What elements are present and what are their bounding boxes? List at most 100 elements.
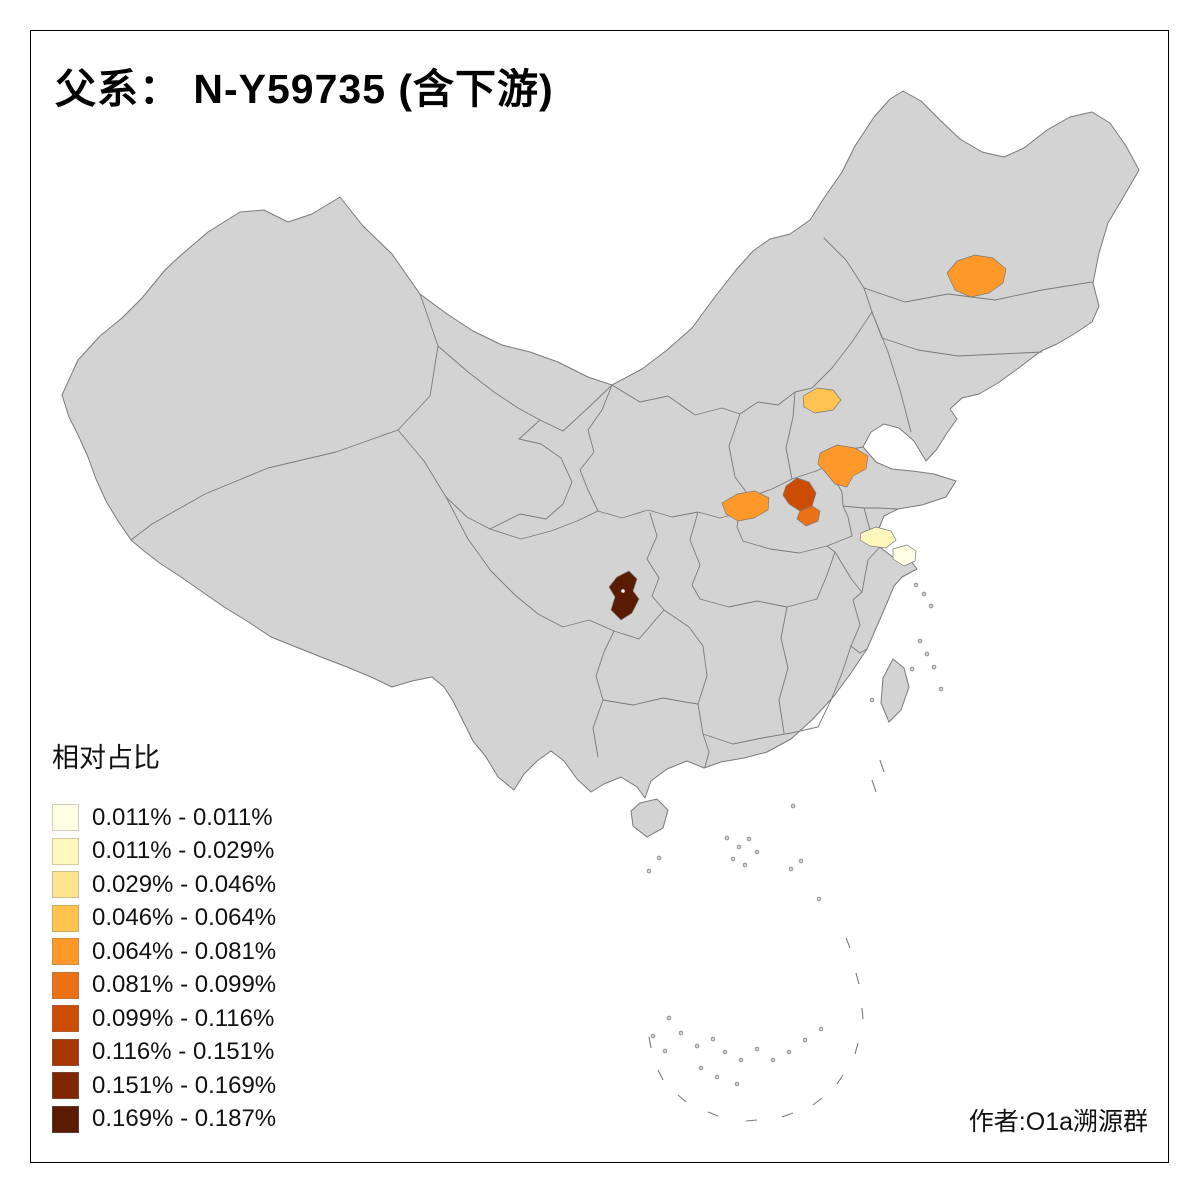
islet-dot: [646, 868, 652, 874]
islet-dot: [678, 1030, 684, 1036]
legend-swatch: [52, 1005, 79, 1033]
south-china-sea-islets: [646, 582, 944, 1122]
province-border-line: [130, 429, 399, 541]
province-border-line: [579, 384, 613, 512]
islet-dot: [818, 1026, 824, 1032]
sea-boundary-dash: [648, 1036, 652, 1049]
islet-dot: [798, 858, 804, 864]
region-shandong: [817, 444, 869, 488]
islet-dot: [802, 1037, 808, 1043]
china-mainland-outline: [61, 90, 1140, 799]
hainan-island: [630, 798, 669, 838]
province-border-line: [597, 509, 740, 519]
sea-boundary-dash: [854, 1042, 859, 1055]
province-border-line: [817, 645, 852, 728]
islet-dot: [738, 1057, 744, 1063]
legend-range-label: 0.029% - 0.046%: [92, 870, 277, 898]
legend-item: 0.081% - 0.099%: [52, 969, 276, 1003]
legend-range-label: 0.151% - 0.169%: [92, 1071, 277, 1099]
legend-swatch: [52, 1105, 79, 1133]
islet-dot: [788, 866, 794, 872]
islet-dot: [913, 582, 919, 588]
sea-boundary-dash: [707, 1111, 719, 1117]
legend-range-label: 0.046% - 0.064%: [92, 904, 277, 932]
province-border-line: [489, 510, 599, 540]
legend-range-label: 0.116% - 0.151%: [92, 1038, 275, 1066]
province-border-line: [611, 311, 873, 416]
province-border-line: [489, 419, 573, 530]
islet-dot: [650, 1033, 656, 1039]
province-border-line: [663, 609, 704, 647]
province-border-line: [646, 512, 665, 611]
islet-dot: [770, 1057, 776, 1063]
islet-dot: [869, 697, 875, 703]
legend-range-label: 0.064% - 0.081%: [92, 937, 277, 965]
region-henan-west: [721, 490, 770, 522]
province-border-line: [397, 293, 439, 431]
sea-boundary-dash: [677, 1094, 687, 1103]
sea-boundary-dash: [855, 972, 860, 985]
sea-boundary-dash: [861, 1007, 864, 1020]
islet-dot: [754, 849, 760, 855]
province-boundaries: [130, 237, 1093, 768]
province-border-line: [728, 391, 796, 498]
sea-boundary-dash: [879, 759, 885, 773]
sea-boundary-dash: [812, 1097, 823, 1106]
islet-dot: [722, 1049, 728, 1055]
sea-boundary-dash: [871, 779, 877, 793]
province-border-line: [778, 606, 789, 734]
province-border-line: [834, 551, 863, 647]
province-border-line: [736, 505, 853, 554]
legend-swatch: [52, 1072, 79, 1100]
mainland-group: [61, 90, 1140, 799]
legend-range-label: 0.011% - 0.011%: [92, 803, 273, 831]
sea-boundary-dash: [845, 937, 851, 949]
legend-swatch: [52, 871, 79, 899]
sea-boundary-dash: [745, 1119, 758, 1122]
figure-title: 父系： N-Y59735 (含下游): [55, 66, 554, 112]
islet-dot: [938, 686, 944, 692]
islet-dot: [666, 1015, 672, 1021]
legend-item: 0.046% - 0.064%: [52, 902, 276, 936]
legend-range-label: 0.011% - 0.029%: [92, 837, 275, 865]
islet-dot: [917, 638, 923, 644]
islet-dot: [662, 1048, 668, 1054]
province-border-line: [697, 645, 708, 735]
legend-item: 0.064% - 0.081%: [52, 935, 276, 969]
islet-dot: [909, 666, 915, 672]
islet-dot: [742, 862, 748, 868]
region-shanghai-pale: [892, 544, 917, 567]
islet-dot: [734, 1081, 740, 1087]
legend-item: 0.151% - 0.169%: [52, 1069, 276, 1103]
islet-dot: [714, 1074, 720, 1080]
legend-item: 0.099% - 0.116%: [52, 1002, 276, 1036]
legend-item: 0.011% - 0.011%: [52, 801, 276, 835]
islet-dot: [656, 855, 662, 861]
islet-dot: [924, 651, 930, 657]
islet-dot: [928, 603, 934, 609]
legend: 相对占比 0.011% - 0.011% 0.011% - 0.029% 0.029…: [52, 736, 276, 1136]
region-enclave-hole: [621, 589, 625, 593]
legend-swatch: [52, 971, 79, 999]
legend-range-label: 0.099% - 0.116%: [92, 1004, 275, 1032]
province-border-line: [850, 645, 868, 654]
author-credit: 作者:O1a溯源群: [968, 1108, 1148, 1136]
province-border-line: [871, 311, 912, 433]
legend-swatch: [52, 837, 79, 865]
islet-dot: [698, 1065, 704, 1071]
legend-swatch: [52, 804, 79, 832]
islet-dot: [754, 1046, 760, 1052]
legend-item: 0.029% - 0.046%: [52, 868, 276, 902]
province-border-line: [699, 545, 836, 608]
legend-title: 相对占比: [52, 743, 160, 773]
islet-dot: [730, 856, 736, 862]
region-guizhou-dark: [608, 570, 640, 621]
islet-dot: [921, 591, 927, 597]
legend-swatch: [52, 938, 79, 966]
islet-dot: [710, 1036, 716, 1042]
legend-item: 0.011% - 0.029%: [52, 835, 276, 869]
legend-range-label: 0.169% - 0.187%: [92, 1105, 277, 1133]
region-hebei: [802, 387, 842, 414]
islet-dot: [724, 835, 730, 841]
